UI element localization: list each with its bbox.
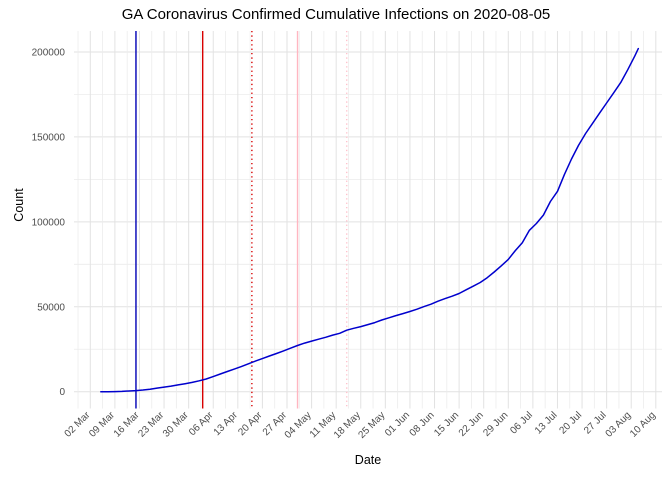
x-tick-label: 13 Apr <box>212 409 241 438</box>
y-tick-label: 0 <box>59 387 65 398</box>
x-tick-label: 22 Jun <box>457 410 486 439</box>
x-tick-label: 20 Jul <box>558 410 585 437</box>
x-tick-label: 15 Jun <box>432 410 461 439</box>
x-tick-label: 02 Mar <box>63 409 93 439</box>
x-tick-label: 30 Mar <box>161 409 191 439</box>
y-tick-label: 200000 <box>32 48 66 59</box>
x-axis-title: Date <box>354 453 382 467</box>
x-tick-label: 20 Apr <box>236 409 265 438</box>
cumulative-confirmed-infections-curve <box>100 47 640 393</box>
x-tick-label: 13 Jul <box>533 410 560 437</box>
x-tick-label: 03 Aug <box>604 410 634 440</box>
y-tick-label: 150000 <box>32 132 66 143</box>
x-tick-label: 25 May <box>357 410 388 441</box>
x-tick-label: 29 Jun <box>481 410 510 439</box>
x-tick-label: 08 Jun <box>408 410 437 439</box>
x-tick-label: 04 May <box>283 410 314 441</box>
x-tick-label: 16 Mar <box>112 409 142 439</box>
x-tick-label: 23 Mar <box>136 409 166 439</box>
y-tick-label: 50000 <box>37 302 65 313</box>
x-tick-label: 06 Apr <box>187 409 216 438</box>
x-tick-label: 09 Mar <box>87 409 117 439</box>
x-tick-label: 01 Jun <box>383 410 412 439</box>
chart-title: GA Coronavirus Confirmed Cumulative Infe… <box>121 6 551 23</box>
y-tick-label: 100000 <box>32 217 66 228</box>
y-axis-title: Count <box>12 188 26 222</box>
x-tick-label: 10 Aug <box>628 410 658 440</box>
x-tick-label: 06 Jul <box>508 410 535 437</box>
